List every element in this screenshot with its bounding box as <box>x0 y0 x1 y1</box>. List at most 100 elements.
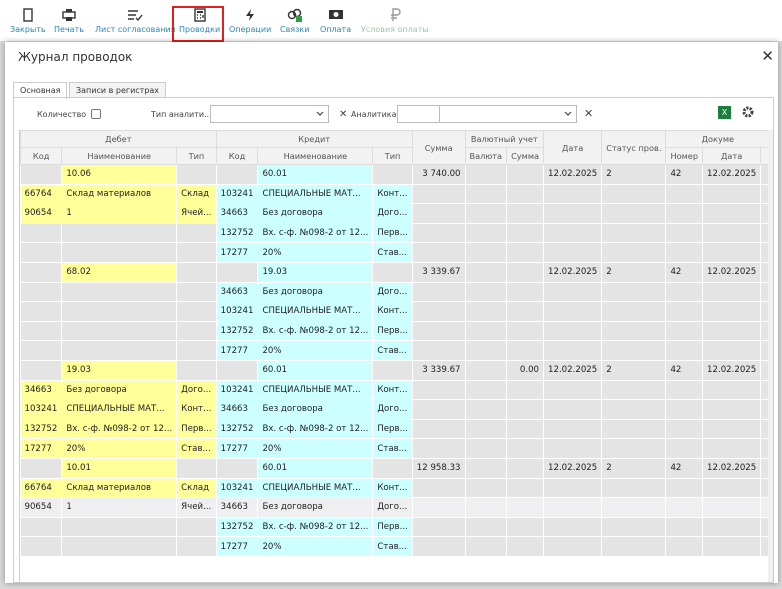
table-cell <box>544 419 602 439</box>
settings-button[interactable] <box>741 105 755 119</box>
table-cell <box>412 478 465 498</box>
quantity-label: Количество <box>37 110 86 119</box>
table-cell <box>465 360 507 380</box>
table-cell <box>507 498 544 518</box>
scrollbar <box>768 130 773 582</box>
table-cell <box>177 341 216 361</box>
table-cell: 90654 <box>21 498 62 518</box>
table-cell <box>412 400 465 420</box>
group-header: Статус пров. <box>602 131 666 165</box>
column-header: Номер <box>666 148 703 165</box>
table-cell <box>703 243 761 263</box>
analytics-type-select[interactable] <box>210 105 329 123</box>
table-cell <box>465 380 507 400</box>
table-cell <box>177 302 216 322</box>
table-cell <box>666 400 703 420</box>
postings-button[interactable]: Проводки <box>179 8 220 34</box>
table-cell <box>507 380 544 400</box>
table-cell: Вх. с-ф. №098-2 от 12... <box>258 223 373 243</box>
table-cell <box>177 537 216 557</box>
tab-panel: Количество Тип аналити... ✕ Аналитика ✕ … <box>13 97 774 583</box>
table-cell <box>544 400 602 420</box>
table-cell <box>412 204 465 224</box>
table-cell <box>177 243 216 263</box>
table-cell <box>465 282 507 302</box>
column-header: Код <box>216 148 258 165</box>
table-cell: Без договора <box>258 400 373 420</box>
table-cell: 20% <box>62 439 177 459</box>
table-cell <box>666 184 703 204</box>
table-cell: 1 <box>62 204 177 224</box>
table-cell <box>62 321 177 341</box>
table-cell <box>602 439 666 459</box>
excel-button[interactable]: X <box>718 106 731 119</box>
table-cell: 60.01 <box>258 458 373 478</box>
close-icon[interactable]: ✕ <box>761 47 774 65</box>
close-button[interactable]: Закрыть <box>10 8 46 34</box>
table-cell: 0.00 <box>507 360 544 380</box>
table-cell <box>507 341 544 361</box>
table-cell <box>177 517 216 537</box>
table-cell: Конт... <box>373 380 412 400</box>
table-cell <box>666 341 703 361</box>
tab[interactable]: Записи в регистрах <box>69 82 166 98</box>
table-cell: 19.03 <box>258 262 373 282</box>
table-row: 906541Ячей...34663Без договораДого... <box>21 498 770 518</box>
table-cell: 103241 <box>216 478 258 498</box>
table-cell <box>602 400 666 420</box>
table-cell: 103241 <box>216 184 258 204</box>
clear-icon[interactable]: ✕ <box>339 109 347 120</box>
table-cell: 132752 <box>21 419 62 439</box>
operations-button[interactable]: Операции <box>229 8 271 34</box>
group-header: Кредит <box>216 131 412 148</box>
table-cell: 3 339.67 <box>412 262 465 282</box>
table-cell <box>544 498 602 518</box>
table-cell <box>666 321 703 341</box>
table-cell <box>602 380 666 400</box>
table-cell <box>703 282 761 302</box>
column-header: Наименование <box>62 148 177 165</box>
table-cell: 2 <box>602 360 666 380</box>
table-cell <box>703 184 761 204</box>
table-row: 132752Вх. с-ф. №098-2 от 12...Перв... <box>21 223 770 243</box>
payment-terms-button[interactable]: Условия оплаты <box>361 8 429 34</box>
table-cell <box>703 321 761 341</box>
table-cell: 12.02.2025 <box>703 458 761 478</box>
table-cell: Склад <box>177 184 216 204</box>
table-cell <box>177 223 216 243</box>
table-cell: Дого... <box>373 282 412 302</box>
table-cell: 10.06 <box>62 165 177 185</box>
checkbox[interactable] <box>91 109 101 119</box>
table-cell: 132752 <box>216 419 258 439</box>
table-cell <box>507 439 544 459</box>
column-header: Сумма <box>507 148 544 165</box>
links-button[interactable]: Связки <box>280 8 309 34</box>
table-cell <box>703 204 761 224</box>
payment-button[interactable]: Оплата <box>320 8 351 34</box>
analytics-input[interactable] <box>397 105 441 123</box>
toolbar: Закрыть Печать Лист согласования Проводк… <box>0 0 782 42</box>
print-button[interactable]: Печать <box>54 8 84 34</box>
table-cell: 17277 <box>216 537 258 557</box>
approval-button[interactable]: Лист согласования <box>95 8 175 34</box>
table-cell: 12.02.2025 <box>544 262 602 282</box>
analytics-type-label: Тип аналити... <box>151 110 212 119</box>
column-header: Код <box>21 148 62 165</box>
table-cell <box>412 321 465 341</box>
table-cell <box>412 184 465 204</box>
table-cell <box>602 204 666 224</box>
table-cell <box>412 302 465 322</box>
table-cell: 12.02.2025 <box>544 360 602 380</box>
table-cell: Став... <box>373 243 412 263</box>
table-cell: 34663 <box>216 400 258 420</box>
table-cell <box>412 419 465 439</box>
table-row: 66764Склад материаловСклад103241СПЕЦИАЛЬ… <box>21 478 770 498</box>
group-header: Дата <box>544 131 602 165</box>
clear-icon[interactable]: ✕ <box>584 107 593 120</box>
table-cell <box>465 223 507 243</box>
table-cell <box>412 243 465 263</box>
analytics-select[interactable] <box>439 105 577 123</box>
column-header: Валюта <box>465 148 507 165</box>
table-cell: 20% <box>258 341 373 361</box>
table-cell <box>21 165 62 185</box>
